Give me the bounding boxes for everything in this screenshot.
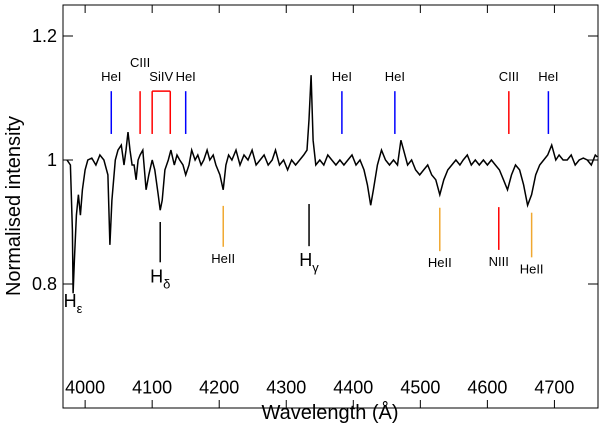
annotation-text: SiIV xyxy=(149,69,173,84)
annotation-text: CIII xyxy=(130,55,150,70)
x-tick-label: 4700 xyxy=(534,378,574,398)
annotation-label: HeII xyxy=(211,251,235,266)
x-tick-label: 4300 xyxy=(266,378,306,398)
y-tick-label: 1 xyxy=(47,150,57,170)
annotation-text: HeI xyxy=(332,69,352,84)
annotation-text: HeII xyxy=(428,255,452,270)
x-tick-label: 4000 xyxy=(65,378,105,398)
annotation-label: Hδ xyxy=(150,266,170,291)
annotation-text: HeII xyxy=(520,261,544,276)
x-tick-label: 4100 xyxy=(132,378,172,398)
annotation-text: CIII xyxy=(499,69,519,84)
annotation-label: HeII xyxy=(520,261,544,276)
annotation-text: HeI xyxy=(101,69,121,84)
annotation-label: HeI xyxy=(385,69,405,84)
annotation-label: SiIV xyxy=(149,69,173,84)
x-tick-label: 4600 xyxy=(467,378,507,398)
y-axis-label: Normalised intensity xyxy=(3,116,25,296)
annotation-subscript: ε xyxy=(77,301,83,316)
x-tick-label: 4400 xyxy=(333,378,373,398)
annotation-text: NIII xyxy=(489,254,509,269)
x-tick-label: 4200 xyxy=(199,378,239,398)
x-axis-label: Wavelength (Å) xyxy=(261,401,398,424)
annotation-text: HeI xyxy=(385,69,405,84)
plot-frame xyxy=(62,4,599,409)
annotation-text: HeI xyxy=(538,69,558,84)
annotation-text: H xyxy=(299,250,312,270)
annotation-text: HeII xyxy=(211,251,235,266)
annotation-label: NIII xyxy=(489,254,509,269)
annotation-label: Hγ xyxy=(299,250,319,275)
annotation-text: HeI xyxy=(176,69,196,84)
annotation-text: H xyxy=(64,291,77,311)
annotation-subscript: γ xyxy=(312,260,319,275)
annotation-label: HeI xyxy=(538,69,558,84)
annotation-subscript: δ xyxy=(163,276,170,291)
annotation-label: CIII xyxy=(499,69,519,84)
annotation-label: CIII xyxy=(130,55,150,70)
spectrum-line xyxy=(66,75,598,294)
annotation-label: HeI xyxy=(176,69,196,84)
annotation-label: HeI xyxy=(332,69,352,84)
annotation-label: HeI xyxy=(101,69,121,84)
annotation-text: H xyxy=(150,266,163,286)
annotation-label: Hε xyxy=(64,291,83,316)
y-tick-label: 0.8 xyxy=(32,274,57,294)
x-tick-label: 4500 xyxy=(400,378,440,398)
annotation-label: HeII xyxy=(428,255,452,270)
y-tick-label: 1.2 xyxy=(32,26,57,46)
